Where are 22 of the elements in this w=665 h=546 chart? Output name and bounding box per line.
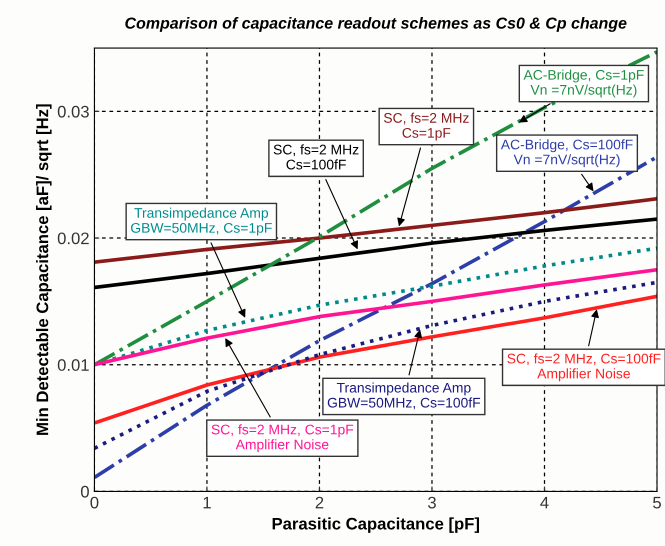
line-series bbox=[94, 196, 658, 264]
x-tick-label: 3 bbox=[428, 496, 436, 509]
annotation: Transimpedance Amp GBW=50MHz, Cs=1pF bbox=[131, 208, 272, 236]
y-axis-title: Min Detectable Capacitance [aF]/ sqrt [Hz] bbox=[36, 104, 52, 435]
y-tick-label: 0 bbox=[80, 486, 89, 498]
annotation: SC, fs=2 MHz, Cs=100fF Amplifier Noise bbox=[507, 353, 661, 382]
annotation: Transimpedance Amp GBW=50MHz, Cs=100fF bbox=[328, 382, 480, 410]
annotation: SC, fs=2 MHz Cs=100fF bbox=[274, 144, 358, 170]
y-tick-label: 0.01 bbox=[58, 359, 89, 371]
annotation: AC-Bridge, Cs=100fF Vn =7nV/sqrt(Hz) bbox=[500, 139, 633, 168]
chart-title: Comparison of capacitance readout schemes as Cs0 & Cp change bbox=[125, 17, 626, 32]
annotation: AC-Bridge, Cs=1pF Vn =7nV/sqrt(Hz) bbox=[524, 70, 644, 98]
annotation: SC, fs=2 MHz Cs=1pF bbox=[384, 112, 469, 141]
x-tick-label: 4 bbox=[540, 496, 549, 508]
y-tick-label: 0.02 bbox=[58, 232, 89, 244]
x-tick-label: 1 bbox=[204, 496, 211, 508]
x-tick-label: 5 bbox=[653, 496, 661, 509]
annotation: SC, fs=2 MHz, Cs=1pF Amplifier Noise bbox=[212, 424, 354, 452]
y-tick-label: 0.03 bbox=[58, 106, 89, 118]
x-axis-title: Parasitic Capacitance [pF] bbox=[272, 517, 479, 533]
x-tick-label: 0 bbox=[90, 496, 98, 509]
x-tick-label: 2 bbox=[316, 496, 324, 508]
